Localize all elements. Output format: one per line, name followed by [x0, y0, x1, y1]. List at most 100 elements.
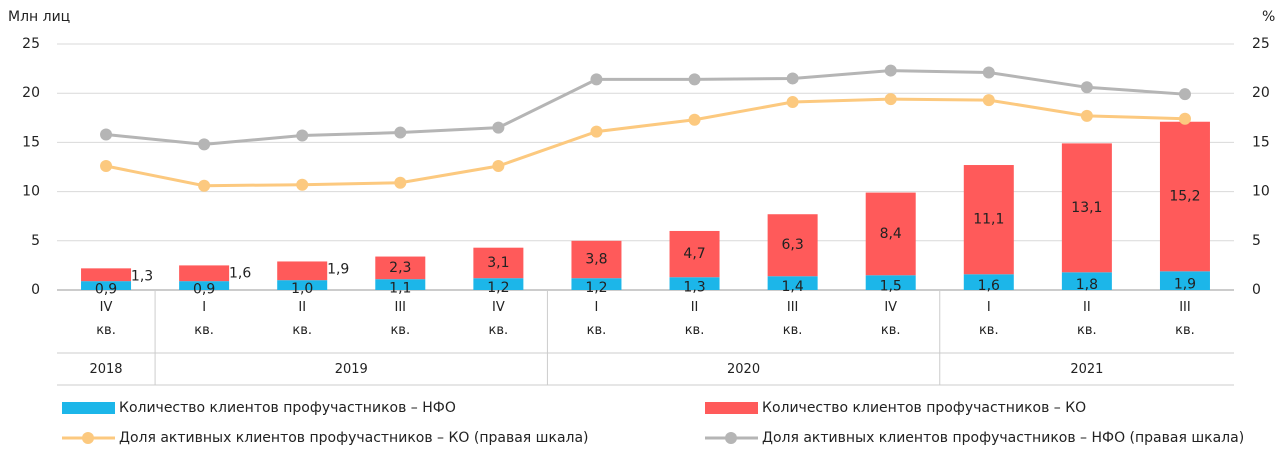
line-point	[100, 128, 113, 141]
bar	[1159, 121, 1210, 272]
x-tick-label: II кв.	[292, 300, 313, 338]
line-point	[688, 113, 701, 126]
legend-swatch	[705, 402, 758, 414]
x-tick-label: IV кв.	[880, 300, 901, 338]
line-point	[492, 160, 505, 173]
line-point	[1080, 81, 1093, 94]
line-point	[590, 73, 603, 86]
bar	[669, 230, 720, 278]
data-label: 1,3	[683, 280, 705, 296]
y2-tick-label: 10	[1252, 184, 1270, 200]
x-tick-label: IV кв.	[96, 300, 116, 338]
year-label: 2021	[1070, 362, 1104, 377]
line-point	[1178, 88, 1191, 101]
y2-axis-label: %	[1262, 9, 1275, 25]
line-point	[884, 64, 897, 77]
bar	[963, 165, 1014, 275]
bar	[81, 281, 132, 290]
line-point	[982, 94, 995, 107]
line	[105, 69, 1186, 146]
line-point	[590, 125, 603, 138]
x-tick-label: I кв.	[586, 300, 607, 338]
bar	[473, 247, 524, 279]
x-tick-label: I кв.	[978, 300, 999, 338]
data-label: 1,1	[389, 281, 411, 297]
bar	[1159, 271, 1210, 290]
bar	[375, 279, 426, 290]
bar	[865, 192, 916, 276]
bar	[81, 268, 132, 282]
data-label: 1,4	[781, 279, 803, 295]
line-point	[394, 126, 407, 139]
legend-label: Количество клиентов профучастников – КО	[762, 400, 1086, 416]
data-label: 1,5	[880, 279, 902, 295]
line-point	[1080, 109, 1093, 122]
x-tick-label: II кв.	[1077, 300, 1097, 338]
bar	[179, 265, 230, 282]
data-label: 1,9	[1174, 277, 1196, 293]
line-point	[786, 72, 799, 85]
bar	[1061, 143, 1112, 273]
legend-label: Количество клиентов профучастников – НФО	[119, 400, 456, 416]
line-point	[198, 138, 211, 151]
data-label: 4,7	[683, 246, 705, 262]
legend-swatch	[82, 432, 94, 444]
bar	[375, 256, 426, 280]
bar	[277, 280, 328, 290]
y-tick-label: 10	[22, 184, 40, 200]
bar	[963, 274, 1014, 290]
data-label: 15,2	[1169, 189, 1200, 205]
line	[105, 97, 1186, 188]
line-point	[1178, 112, 1191, 125]
bar	[571, 278, 622, 290]
line-point	[982, 66, 995, 79]
legend-swatch	[62, 402, 115, 414]
bar	[767, 276, 818, 290]
line-point	[688, 73, 701, 86]
data-label: 2,3	[389, 260, 411, 276]
y2-tick-label: 5	[1252, 233, 1261, 249]
y2-tick-label: 15	[1252, 134, 1270, 150]
data-label: 6,3	[781, 237, 803, 253]
data-label: 1,6	[229, 265, 251, 281]
line-point	[394, 176, 407, 189]
y-tick-label: 15	[22, 134, 40, 150]
x-tick-label: II кв.	[684, 300, 705, 338]
y-tick-label: 20	[22, 85, 40, 101]
bar	[1061, 272, 1112, 290]
bar	[669, 277, 720, 290]
data-label: 1,2	[585, 280, 607, 296]
data-label: 1,3	[131, 268, 153, 284]
data-label: 8,4	[880, 226, 902, 242]
line-point	[492, 121, 505, 134]
year-label: 2020	[727, 362, 761, 377]
legend-label: Доля активных клиентов профучастников – …	[119, 430, 589, 446]
year-label: 2019	[334, 362, 368, 377]
line-point	[296, 178, 309, 191]
bar	[179, 281, 230, 290]
x-tick-label: I кв.	[194, 300, 214, 338]
data-label: 13,1	[1071, 200, 1102, 216]
y-tick-label: 0	[31, 282, 40, 298]
year-label: 2018	[89, 362, 123, 377]
data-label: 11,1	[973, 212, 1004, 228]
data-label: 1,0	[291, 281, 313, 297]
bar	[767, 214, 818, 277]
y-axis-label: Млн лиц	[8, 9, 70, 25]
line-point	[786, 96, 799, 109]
legend-swatch	[725, 432, 737, 444]
bar	[571, 240, 622, 279]
y-tick-label: 5	[31, 233, 40, 249]
bar	[473, 278, 524, 290]
data-label: 1,8	[1076, 277, 1098, 293]
x-tick-label: III кв.	[390, 300, 411, 338]
data-label: 0,9	[193, 282, 215, 298]
data-label: 3,8	[585, 251, 607, 267]
x-tick-label: IV кв.	[488, 300, 509, 338]
line-point	[100, 160, 113, 173]
legend-label: Доля активных клиентов профучастников – …	[762, 430, 1244, 446]
y-tick-label: 25	[22, 36, 40, 52]
line-point	[884, 93, 897, 106]
